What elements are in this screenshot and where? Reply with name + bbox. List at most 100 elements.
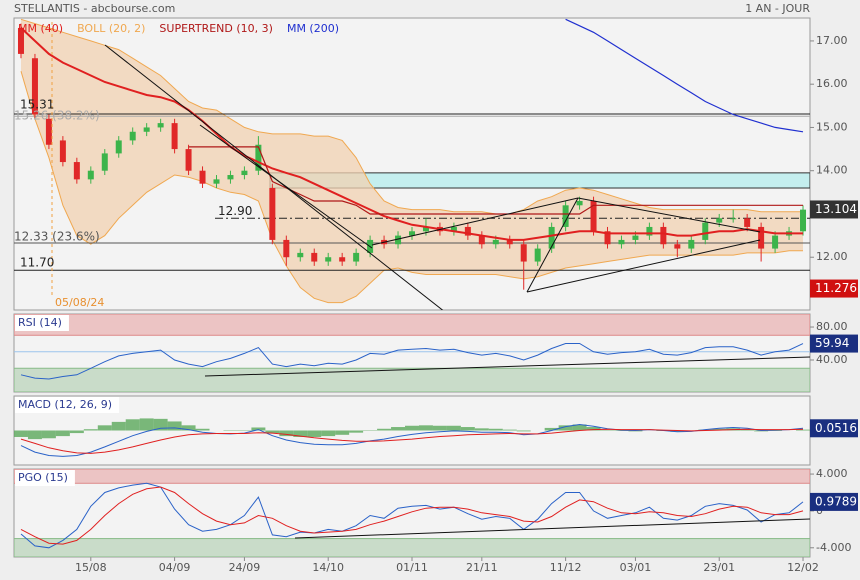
indicator-line — [20, 27, 803, 241]
value-tag-label: 0.9789 — [815, 494, 857, 508]
x-tick-label: 21/11 — [466, 561, 498, 574]
candle-body — [339, 257, 346, 262]
oversold-zone — [14, 367, 810, 392]
histogram-bar — [195, 428, 210, 431]
candle-body — [185, 149, 192, 171]
trendline — [526, 197, 579, 293]
histogram-bar — [83, 429, 98, 431]
x-tick-label: 04/09 — [159, 561, 191, 574]
histogram-bar — [167, 421, 182, 431]
x-tick-label: 11/12 — [550, 561, 582, 574]
y-tick-label: 40.00 — [816, 353, 848, 366]
indicator-line — [20, 423, 804, 457]
indicator-line — [20, 428, 804, 454]
legend-entry: SUPERTREND (10, 3) — [159, 22, 273, 35]
histogram-bar — [55, 430, 70, 437]
overbought-zone — [14, 469, 810, 484]
x-tick-label: 15/08 — [75, 561, 107, 574]
x-tick-label: 14/10 — [312, 561, 344, 574]
level-label: 15.26 (38.2%) — [14, 109, 100, 123]
panel-content — [14, 469, 810, 557]
x-tick-label: 24/09 — [229, 561, 261, 574]
panel-content — [14, 418, 810, 457]
candle-body — [395, 235, 402, 245]
histogram-bar — [488, 428, 503, 431]
histogram-bar — [740, 429, 755, 431]
candle-body — [730, 218, 737, 220]
y-tick-label: 80.00 — [816, 320, 848, 333]
histogram-bar — [307, 430, 322, 437]
histogram-bar — [139, 418, 154, 431]
panel-title-box — [15, 470, 75, 486]
histogram-bar — [153, 418, 168, 431]
trendline — [294, 518, 810, 539]
candle-body — [213, 179, 220, 184]
overbought-zone — [14, 314, 810, 336]
trendline — [526, 239, 761, 293]
candle-body — [73, 162, 80, 180]
histogram-bar — [251, 427, 266, 431]
candle-body — [87, 170, 94, 180]
y-tick-label: 4.000 — [816, 467, 848, 480]
histogram-bar — [279, 430, 294, 437]
candle-body — [520, 244, 527, 262]
candle-body — [241, 170, 248, 176]
legend-entry: MM (40) — [18, 22, 63, 35]
candle-body — [464, 226, 471, 236]
oversold-zone — [14, 538, 810, 557]
x-tick-label: 03/01 — [620, 561, 652, 574]
candle-body — [758, 226, 765, 249]
value-tag-label: 0.0516 — [815, 421, 857, 435]
candle-body — [422, 226, 429, 232]
panel-content — [14, 314, 810, 392]
x-tick-label: 23/01 — [703, 561, 735, 574]
candle-body — [101, 153, 108, 171]
histogram-bar — [335, 430, 350, 435]
candle-body — [744, 218, 751, 227]
period-label: 1 AN - JOUR — [745, 2, 810, 15]
indicator-line — [20, 482, 804, 549]
histogram-bar — [586, 427, 601, 431]
histogram-bar — [293, 430, 308, 437]
y-tick-label: 17.00 — [816, 34, 848, 47]
candle-body — [353, 252, 360, 262]
histogram-bar — [41, 430, 56, 439]
candle-body — [143, 127, 150, 132]
candle-body — [660, 226, 667, 245]
value-tag-label: 59.94 — [815, 336, 849, 350]
trendline — [199, 124, 373, 249]
trendline — [204, 356, 810, 377]
date-annotation: 05/08/24 — [55, 296, 104, 309]
panel-title-box — [15, 397, 120, 413]
price-tag — [810, 279, 858, 298]
candle-body — [646, 226, 653, 236]
bollinger-lower — [20, 71, 803, 304]
candle-body — [283, 239, 290, 258]
candle-body — [409, 231, 415, 236]
histogram-bar — [544, 427, 559, 431]
candle-body — [269, 188, 276, 240]
value-tag — [810, 419, 858, 438]
indicator-line — [20, 486, 804, 545]
candle-body — [227, 175, 234, 180]
indicator-line — [565, 18, 804, 133]
histogram-bar — [796, 429, 810, 431]
histogram-bar — [377, 428, 392, 431]
trendline — [371, 197, 579, 246]
candle-body — [702, 222, 709, 240]
candle-body — [618, 239, 625, 245]
histogram-bar — [391, 427, 406, 431]
histogram-bar — [502, 429, 517, 431]
histogram-bar — [14, 430, 28, 437]
candle-body — [171, 123, 178, 150]
candle-body — [17, 27, 24, 54]
panel-title: MACD (12, 26, 9) — [18, 398, 112, 411]
candle-body — [45, 118, 52, 145]
candle-body — [325, 257, 332, 262]
histogram-bar — [474, 428, 489, 431]
histogram-bar — [321, 430, 336, 437]
candle-body — [632, 235, 639, 240]
histogram-bar — [432, 425, 447, 431]
candle-body — [548, 226, 555, 249]
candle-body — [199, 170, 206, 184]
